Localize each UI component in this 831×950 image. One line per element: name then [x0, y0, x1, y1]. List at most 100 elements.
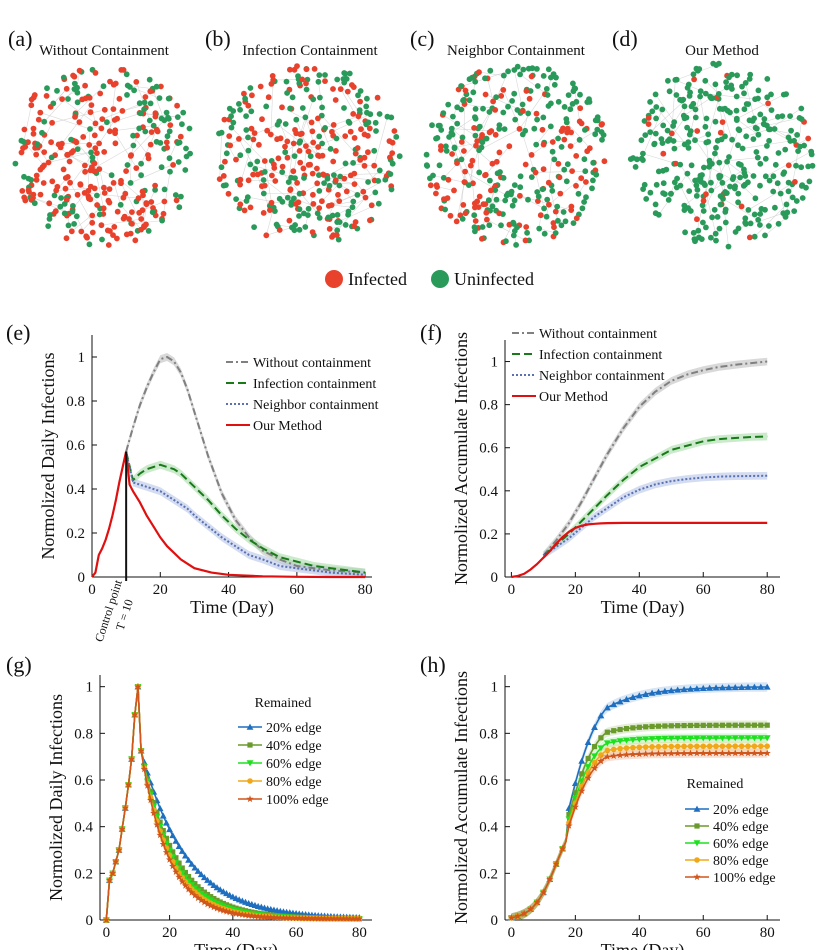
x-tick-label: 80 — [352, 925, 367, 941]
marker-e100 — [279, 914, 288, 921]
infected-node — [41, 162, 47, 169]
infected-node — [49, 119, 55, 126]
marker-e60 — [667, 735, 675, 742]
marker-e80 — [706, 743, 713, 750]
network-edge — [566, 122, 590, 149]
infected-node — [454, 160, 460, 167]
marker-e40 — [617, 726, 623, 733]
uninfected-node — [660, 190, 666, 197]
network-edge — [739, 115, 783, 131]
infected-node — [264, 127, 271, 134]
network-edge — [40, 112, 91, 130]
infected-node — [167, 122, 174, 128]
uninfected-node — [747, 220, 754, 227]
uninfected-node — [590, 159, 597, 166]
uninfected-node — [647, 129, 654, 136]
infected-node — [248, 125, 255, 132]
x-tick-label: 40 — [632, 582, 647, 598]
infected-node — [106, 199, 113, 206]
marker-e100 — [558, 844, 567, 852]
uninfected-node — [766, 137, 772, 144]
uninfected-node — [706, 157, 713, 164]
uninfected-node — [590, 177, 596, 184]
infected-node — [694, 128, 701, 134]
uninfected-node — [243, 127, 250, 133]
uninfected-node — [719, 106, 726, 112]
infected-node — [305, 162, 312, 168]
uninfected-node — [552, 230, 559, 236]
infected-node — [91, 132, 98, 139]
uninfected-node — [100, 83, 107, 90]
legend-label-e100: 100% edge — [266, 793, 329, 808]
marker-e100 — [159, 840, 167, 848]
infected-node — [19, 188, 26, 194]
uninfected-node — [766, 177, 773, 184]
infected-node — [98, 222, 105, 229]
uninfected-node — [505, 190, 511, 197]
marker-e20 — [185, 856, 192, 863]
uninfected-node — [500, 72, 507, 79]
infected-node — [556, 174, 563, 181]
uninfected-node — [733, 93, 740, 100]
uninfected-node — [124, 162, 131, 168]
uninfected-node — [293, 116, 300, 123]
infected-node — [476, 193, 483, 200]
infected-node — [100, 205, 107, 212]
marker-e60 — [719, 735, 726, 742]
infected-node — [351, 135, 358, 141]
uninfected-node — [443, 148, 450, 154]
uninfected-node — [727, 183, 733, 190]
uninfected-node — [318, 112, 325, 119]
infected-node — [96, 140, 102, 147]
marker-e20 — [178, 847, 186, 854]
uninfected-node — [245, 134, 251, 141]
uninfected-node — [575, 190, 582, 197]
infected-node — [472, 204, 478, 211]
uninfected-node — [247, 161, 254, 168]
infected-node — [486, 129, 493, 136]
uninfected-node — [697, 88, 704, 95]
marker-e20 — [616, 698, 624, 705]
uninfected-node — [502, 197, 509, 204]
infected-node — [267, 131, 274, 138]
network-edge — [61, 98, 96, 124]
marker-e20 — [648, 689, 656, 696]
uninfected-node — [223, 182, 229, 189]
network-edge — [140, 113, 178, 118]
network-edge — [37, 147, 49, 163]
marker-e100 — [699, 749, 707, 757]
network-edge — [699, 96, 706, 127]
marker-e100 — [178, 877, 186, 885]
infected-node — [153, 126, 160, 133]
marker-e100 — [597, 757, 605, 765]
panel-tag-h: (h) — [420, 652, 446, 677]
x-axis-label: Time (Day) — [190, 597, 274, 618]
marker-e100 — [298, 914, 306, 922]
uninfected-node — [653, 181, 660, 188]
infected-node — [568, 203, 575, 210]
infected-node — [333, 148, 339, 154]
infected-node — [471, 125, 477, 131]
uninfected-node — [500, 109, 507, 116]
marker-e20 — [661, 687, 669, 694]
uninfected-node — [739, 145, 746, 152]
uninfected-node — [797, 143, 803, 150]
infected-node — [474, 138, 481, 145]
infected-node — [276, 227, 283, 233]
uninfected-node — [761, 116, 768, 122]
uninfected-node — [175, 140, 181, 147]
uninfected-node — [34, 141, 41, 148]
marker-e20 — [207, 879, 215, 886]
uninfected-node — [450, 113, 456, 120]
infected-node — [578, 120, 585, 127]
marker-e100 — [661, 749, 669, 757]
uninfected-node — [466, 97, 473, 104]
uninfected-node — [349, 204, 356, 211]
y-tick-label: 0.6 — [479, 773, 498, 789]
infected-node — [660, 150, 667, 157]
marker-e40 — [223, 902, 230, 908]
marker-e80 — [758, 743, 764, 749]
infected-node — [123, 168, 129, 175]
infected-node — [225, 190, 232, 197]
infected-node — [170, 162, 177, 168]
